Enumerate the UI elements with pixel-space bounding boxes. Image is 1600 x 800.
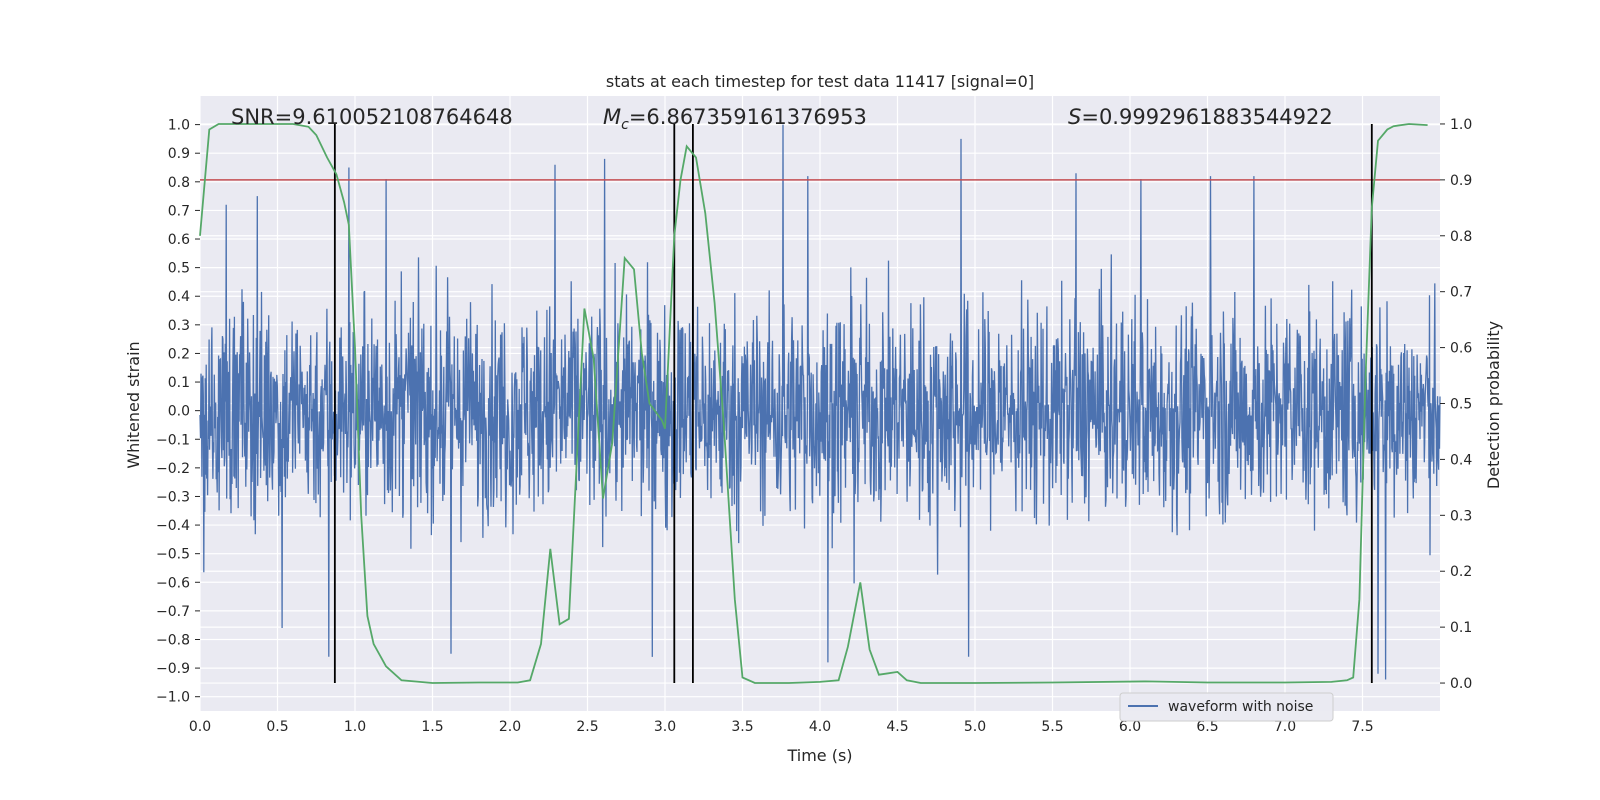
chirp-mass-subscript: c (621, 117, 629, 133)
y-tick-label: 0.5 (168, 261, 190, 277)
x-tick-label: 2.5 (576, 719, 598, 735)
y-tick-label: −0.1 (156, 432, 190, 448)
waveform-line (199, 124, 1441, 680)
x-tick-label: 3.5 (731, 719, 753, 735)
y-tick-label: −0.6 (156, 575, 190, 591)
x-axis-ticks: 0.0 0.5 1.0 1.5 2.0 2.5 3.0 3.5 4.0 4.5 5.0 5.5 6.0 6… (189, 719, 1374, 735)
y-right-tick-label: 0.9 (1450, 173, 1472, 189)
y-tick-label: −0.4 (156, 518, 190, 534)
y-right-tick-label: 0.0 (1450, 676, 1472, 692)
x-tick-label: 7.5 (1351, 719, 1373, 735)
y-axis-ticks: 1.0 0.9 0.8 0.7 0.6 0.5 0.4 0.3 0.2 0.1 0.0 −0.1 −0.… (156, 118, 200, 706)
x-tick-label: 7.0 (1274, 719, 1296, 735)
x-tick-label: 2.0 (499, 719, 521, 735)
y-tick-label: 0.7 (168, 203, 190, 219)
y-tick-label: 0.8 (168, 175, 190, 191)
legend-box (1119, 692, 1334, 722)
snr-annotation: SNR=9.610052108764648 (231, 105, 513, 129)
y-tick-label: 0.2 (168, 346, 190, 362)
y-right-tick-label: 0.1 (1450, 620, 1472, 636)
y-right-tick-label: 0.2 (1450, 564, 1472, 580)
y-tick-label: −0.9 (156, 661, 190, 677)
x-tick-label: 0.5 (266, 719, 288, 735)
x-tick-label: 4.0 (809, 719, 831, 735)
y-tick-label: −0.7 (156, 604, 190, 620)
x-tick-label: 1.5 (421, 719, 443, 735)
waveform-series (199, 124, 1441, 680)
grid (199, 96, 1440, 711)
y-right-tick-label: 0.3 (1450, 508, 1472, 524)
probability-line (199, 123, 1428, 684)
y-tick-label: −0.5 (156, 547, 190, 563)
y-right-tick-label: 0.6 (1450, 341, 1472, 357)
s-annotation: S=0.9992961883544922 (1068, 105, 1333, 129)
legend-entry-waveform: waveform with noise (1168, 699, 1313, 715)
s-value: =0.9992961883544922 (1081, 105, 1332, 129)
x-tick-label: 6.5 (1196, 719, 1218, 735)
y-right-axis-ticks: 1.0 0.9 0.8 0.7 0.6 0.5 0.4 0.3 0.2 0.1 0.0 (1440, 117, 1472, 692)
y-tick-label: −0.2 (156, 461, 190, 477)
s-symbol: S (1068, 105, 1081, 129)
chirp-mass-symbol: M (603, 105, 621, 129)
y-right-tick-label: 0.4 (1450, 452, 1472, 468)
x-tick-label: 3.0 (654, 719, 676, 735)
x-axis-label: Time (s) (786, 746, 852, 765)
y-tick-label: 0.9 (168, 146, 190, 162)
y-right-axis-label: Detection probability (1484, 321, 1503, 489)
y-tick-label: 0.1 (168, 375, 190, 391)
chart-title: stats at each timestep for test data 114… (606, 72, 1034, 91)
y-tick-label: −1.0 (156, 690, 190, 706)
chirp-mass-annotation: Mc=6.867359161376953 (603, 105, 867, 133)
legend: waveform with noise (1119, 692, 1334, 722)
y-tick-label: 1.0 (168, 118, 190, 134)
y-tick-label: 0.0 (168, 404, 190, 420)
y-tick-label: −0.3 (156, 489, 190, 505)
y-tick-label: 0.6 (168, 232, 190, 248)
y-tick-label: −0.8 (156, 632, 190, 648)
y-axis-label: Whitened strain (124, 341, 143, 468)
x-tick-label: 0.0 (189, 719, 211, 735)
x-tick-label: 5.5 (1041, 719, 1063, 735)
x-tick-label: 6.0 (1119, 719, 1141, 735)
y-tick-label: 0.4 (168, 289, 190, 305)
y-right-tick-label: 1.0 (1450, 117, 1472, 133)
x-tick-label: 4.5 (886, 719, 908, 735)
chirp-mass-value: =6.867359161376953 (629, 105, 867, 129)
x-tick-label: 1.0 (344, 719, 366, 735)
y-tick-label: 0.3 (168, 318, 190, 334)
x-tick-label: 5.0 (964, 719, 986, 735)
y-right-tick-label: 0.5 (1450, 397, 1472, 413)
y-right-tick-label: 0.8 (1450, 229, 1472, 245)
probability-series (199, 123, 1428, 684)
y-right-tick-label: 0.7 (1450, 285, 1472, 301)
